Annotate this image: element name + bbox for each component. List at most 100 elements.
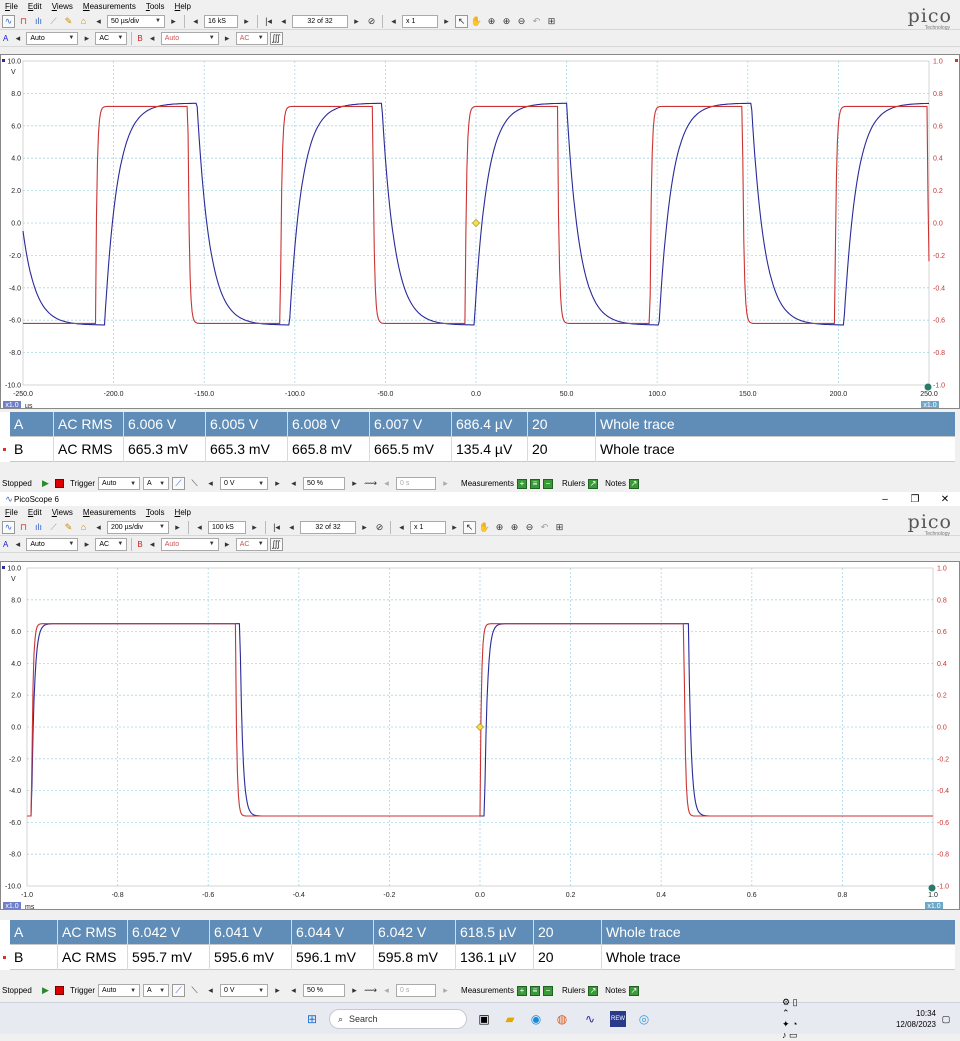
zoom-area-icon[interactable]: ⊕ — [502, 15, 511, 26]
menu-edit[interactable]: Edit — [27, 2, 42, 11]
trigger-channel-select[interactable]: A ▼ — [143, 477, 170, 490]
trigger-mode-select[interactable]: Auto ▼ — [98, 984, 141, 997]
task-view-icon[interactable]: ▣ — [478, 1012, 490, 1026]
zoom-fit-icon[interactable]: ⊞ — [555, 521, 564, 532]
edit-measurement-icon[interactable]: ≡ — [529, 478, 540, 489]
persistence-mode-icon[interactable]: ⊓ — [19, 15, 28, 26]
samples-select[interactable]: 16 kS — [204, 14, 238, 28]
menu-tools[interactable]: Tools — [145, 508, 165, 517]
trigger-pos-prev-icon[interactable]: ◂ — [291, 985, 296, 995]
zoom-prev-icon[interactable]: ◂ — [399, 521, 404, 532]
notification-icon[interactable]: ▢ — [941, 1013, 951, 1024]
timebase-next-icon[interactable]: ▸ — [171, 15, 176, 26]
timebase-prev-icon[interactable]: ◂ — [96, 521, 101, 532]
buffer-first-icon[interactable]: |◂ — [273, 521, 280, 532]
firefox-icon[interactable]: ◍ — [556, 1012, 568, 1026]
zoom-out-icon[interactable]: ⊖ — [525, 521, 534, 532]
samples-prev-icon[interactable]: ◂ — [193, 15, 198, 26]
trigger-level-select[interactable]: 0 V ▼ — [220, 477, 269, 490]
samples-select[interactable]: 100 kS — [208, 520, 246, 534]
persistence-mode-icon[interactable]: ⊓ — [19, 521, 28, 532]
falling-edge-icon[interactable]: ⟍ — [191, 985, 198, 995]
xy-mode-icon[interactable]: ⟋ — [50, 15, 57, 26]
pointer-tool-icon[interactable]: ↖ — [463, 520, 476, 534]
timebase-select[interactable]: 200 µs/div ▼ — [107, 520, 169, 534]
coupling-a-select[interactable]: AC ▼ — [95, 31, 128, 45]
range-b-prev-icon[interactable]: ◂ — [149, 32, 155, 43]
scope1-plot[interactable]: 10.0 8.0 6.0 4.0 2.0 0.0 -2.0 -4.0 -6.0 -8.0 -10.0… — [0, 54, 960, 409]
rulers-icon[interactable]: ↗ — [588, 478, 599, 489]
taskbar-search[interactable]: ⌕ Search — [329, 1009, 467, 1029]
pointer-tool-icon[interactable]: ↖ — [455, 14, 468, 28]
trigger-time-prev-icon[interactable]: ◂ — [384, 985, 389, 995]
range-b-prev-icon[interactable]: ◂ — [149, 538, 155, 549]
probe-icon[interactable]: ✎ — [64, 521, 73, 532]
trigger-level-prev-icon[interactable]: ◂ — [208, 478, 213, 488]
trigger-time-select[interactable]: 0 s — [396, 984, 437, 997]
tray-icons[interactable]: ⚙ ▯ ⌃ ✦ ◔ ♪ ▭ — [782, 997, 798, 1040]
samples-next-icon[interactable]: ▸ — [244, 15, 249, 26]
notes-icon[interactable]: ↗ — [629, 478, 639, 489]
zoom-in-icon[interactable]: ⊕ — [495, 521, 504, 532]
coupling-b-select[interactable]: AC ▼ — [235, 31, 268, 45]
zoom-next-icon[interactable]: ▸ — [444, 15, 449, 26]
buffer-next-icon[interactable]: ▸ — [354, 15, 359, 26]
delete-measurement-icon[interactable]: − — [542, 985, 553, 996]
maximize-icon[interactable]: ❐ — [910, 493, 920, 505]
trigger-pos-next-icon[interactable]: ▸ — [352, 478, 357, 488]
scope-mode-icon[interactable]: ∿ — [2, 14, 15, 28]
undo-zoom-icon[interactable]: ↶ — [540, 521, 549, 532]
home-icon[interactable]: ⌂ — [80, 16, 87, 26]
zoom-select[interactable]: x 1 — [402, 14, 438, 28]
scope2-plot[interactable]: 10.0 8.0 6.0 4.0 2.0 0.0 -2.0 -4.0 -6.0 -8.0 -10.0… — [0, 561, 960, 910]
range-a-next-icon[interactable]: ▸ — [84, 538, 90, 549]
trigger-time-select[interactable]: 0 s — [396, 477, 437, 490]
menu-measurements[interactable]: Measurements — [82, 2, 136, 11]
trigger-level-prev-icon[interactable]: ◂ — [208, 985, 213, 995]
notes-icon[interactable]: ↗ — [629, 985, 639, 996]
globe-app-icon[interactable]: ◎ — [638, 1012, 650, 1026]
samples-prev-icon[interactable]: ◂ — [197, 521, 202, 532]
rew-app-icon[interactable]: REW — [610, 1011, 626, 1027]
trigger-level-next-icon[interactable]: ▸ — [275, 985, 280, 995]
hand-tool-icon[interactable]: ✋ — [470, 15, 483, 26]
table-row[interactable]: B AC RMS 595.7 mV 595.6 mV 596.1 mV 595.… — [0, 944, 955, 970]
timebase-next-icon[interactable]: ▸ — [175, 521, 180, 532]
trigger-pos-next-icon[interactable]: ▸ — [352, 985, 357, 995]
table-row[interactable]: B AC RMS 665.3 mV 665.3 mV 665.8 mV 665.… — [0, 436, 955, 462]
range-b-next-icon[interactable]: ▸ — [224, 538, 230, 549]
timebase-prev-icon[interactable]: ◂ — [96, 15, 101, 26]
menu-help[interactable]: Help — [174, 508, 191, 517]
range-b-select[interactable]: Auto ▼ — [160, 537, 219, 551]
undo-zoom-icon[interactable]: ↶ — [532, 15, 541, 26]
edit-measurement-icon[interactable]: ≡ — [529, 985, 540, 996]
edge-browser-icon[interactable]: ◉ — [530, 1012, 542, 1026]
range-b-select[interactable]: Auto ▼ — [160, 31, 219, 45]
minimize-icon[interactable]: – — [882, 493, 888, 505]
stop-button[interactable] — [55, 479, 64, 488]
close-icon[interactable]: ✕ — [940, 493, 950, 505]
buffer-nav-icon[interactable]: ⊘ — [375, 521, 384, 532]
taskbar-clock[interactable]: 10:34 12/08/2023 — [896, 1008, 936, 1030]
picoscope-taskbar-icon[interactable]: ∿ — [584, 1012, 596, 1026]
home-icon[interactable]: ⌂ — [80, 522, 87, 532]
menu-views[interactable]: Views — [51, 508, 73, 517]
buffer-first-icon[interactable]: |◂ — [265, 15, 272, 26]
add-measurement-icon[interactable]: + — [516, 985, 527, 996]
buffer-prev-icon[interactable]: ◂ — [281, 15, 286, 26]
probe-icon[interactable]: ✎ — [64, 15, 73, 26]
buffer-next-icon[interactable]: ▸ — [362, 521, 367, 532]
menu-file[interactable]: File — [5, 2, 18, 11]
zoom-in-icon[interactable]: ⊕ — [487, 15, 496, 26]
zoom-prev-icon[interactable]: ◂ — [391, 15, 396, 26]
range-a-next-icon[interactable]: ▸ — [84, 32, 90, 43]
range-a-select[interactable]: Auto ▼ — [26, 537, 79, 551]
add-measurement-icon[interactable]: + — [516, 478, 527, 489]
xy-mode-icon[interactable]: ⟋ — [50, 521, 57, 532]
start-menu-icon[interactable]: ⊞ — [306, 1012, 318, 1026]
table-row[interactable]: A AC RMS 6.042 V 6.041 V 6.044 V 6.042 V… — [0, 919, 955, 945]
delete-measurement-icon[interactable]: − — [542, 478, 553, 489]
trigger-mode-select[interactable]: Auto ▼ — [98, 477, 141, 490]
zoom-fit-icon[interactable]: ⊞ — [547, 15, 556, 26]
zoom-area-icon[interactable]: ⊕ — [510, 521, 519, 532]
